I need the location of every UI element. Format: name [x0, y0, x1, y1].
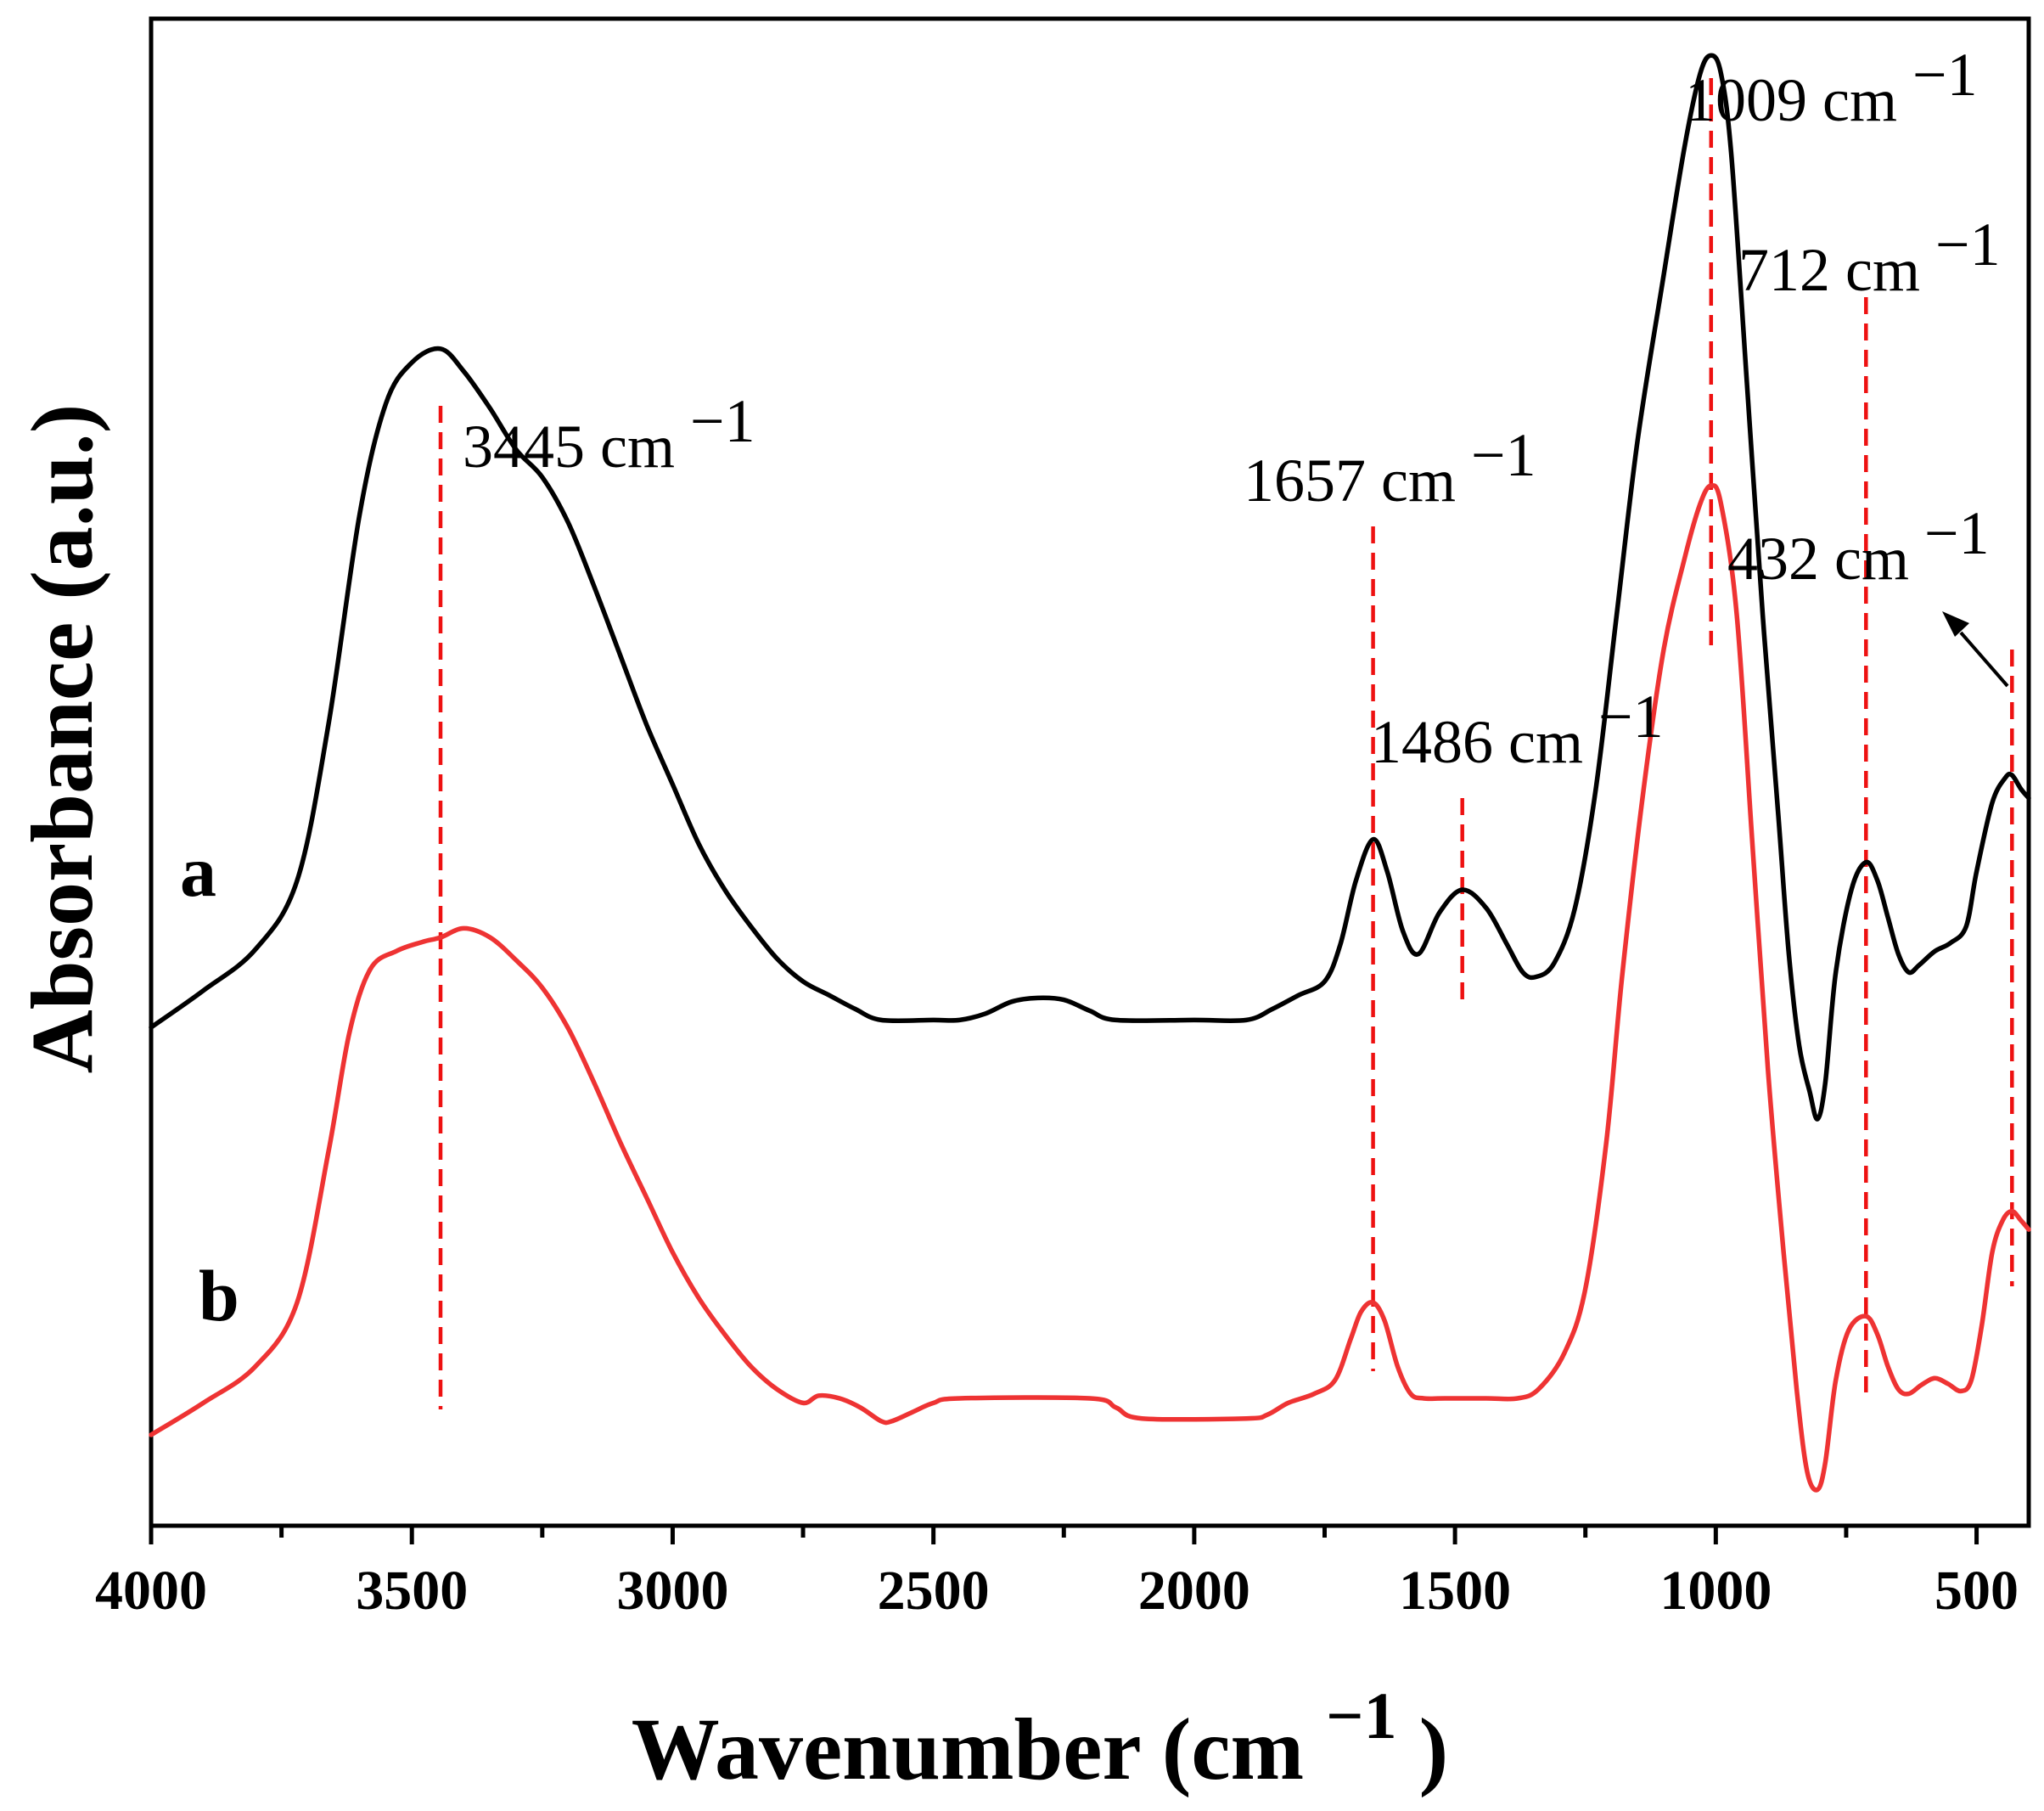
x-axis-title-main: Wavenumber	[632, 1701, 1140, 1798]
series-line-b	[149, 483, 2031, 1493]
annotation-lines	[438, 78, 2014, 1409]
annotation-label-1009: 1009 cm −1	[1685, 41, 1978, 134]
x-axis-tick-labels: 4000 3500 3000 2500 2000 1500 1000 500	[95, 1560, 2019, 1622]
annotation-label-1486: 1486 cm −1	[1371, 683, 1664, 776]
x-tick-label-3000: 3000	[616, 1560, 728, 1622]
series-group	[149, 53, 2031, 1493]
y-axis-title: Absorbance (a.u.)	[14, 404, 111, 1074]
x-tick-label-1000: 1000	[1659, 1560, 1772, 1622]
series-label-a: a	[180, 830, 216, 912]
annotation-label-432: 432 cm −1	[1727, 499, 1990, 593]
annotation-label-1657: 1657 cm −1	[1244, 421, 1536, 515]
x-tick-label-500: 500	[1934, 1560, 2019, 1622]
x-axis-ticks	[149, 1526, 1979, 1544]
plot-frame	[149, 16, 2031, 1528]
x-axis-title-unit: (cm	[1162, 1701, 1304, 1798]
annotation-labels: 3445 cm −1 1657 cm −1 1486 cm −1 1009 cm −1 712 …	[463, 41, 2001, 776]
x-tick-label-2500: 2500	[878, 1560, 990, 1622]
annotation-arrow	[1942, 611, 2009, 688]
x-tick-label-2000: 2000	[1138, 1560, 1250, 1622]
annotation-label-3445: 3445 cm −1	[463, 387, 755, 481]
x-tick-label-3500: 3500	[356, 1560, 468, 1622]
x-tick-label-4000: 4000	[95, 1560, 207, 1622]
x-tick-label-1500: 1500	[1399, 1560, 1511, 1622]
x-axis-title-sup: −1	[1326, 1679, 1396, 1752]
x-axis-title-close: )	[1419, 1701, 1449, 1798]
series-line-a	[149, 53, 2031, 1122]
series-label-b: b	[199, 1255, 239, 1336]
annotation-label-712: 712 cm −1	[1738, 211, 2001, 304]
x-axis-title: Wavenumber (cm −1 )	[632, 1660, 1449, 1798]
